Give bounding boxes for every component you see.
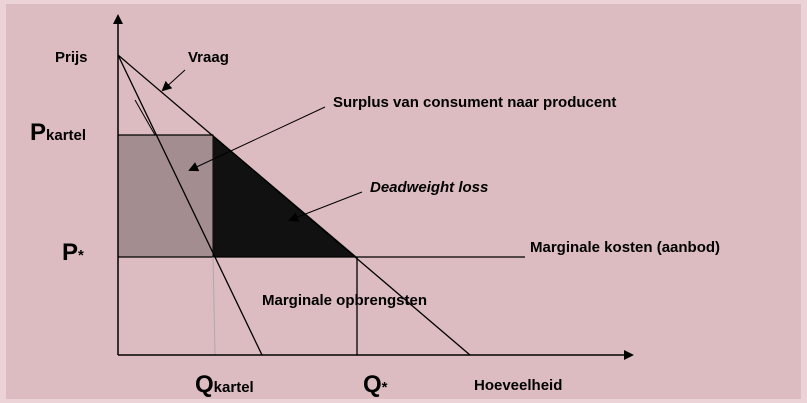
p-kartel-label: Pkartel [30, 119, 86, 146]
surplus-arrow [188, 106, 326, 172]
q-star-label: Q* [363, 371, 388, 398]
symbol: Q [363, 371, 382, 398]
p-star-label: P* [62, 239, 84, 266]
pointer [134, 99, 156, 136]
q-kartel-line [212, 256, 216, 356]
subscript: * [78, 247, 84, 264]
demand-arrow [161, 69, 186, 92]
marginal-cost-label: Marginale kosten (aanbod) [530, 239, 720, 256]
subscript: kartel [46, 127, 86, 144]
deadweight-area [213, 135, 357, 257]
demand-label: Vraag [188, 49, 229, 66]
y-axis-label: Prijs [55, 49, 88, 66]
symbol: Q [195, 371, 214, 398]
deadweight-label: Deadweight loss [370, 179, 488, 196]
symbol: P [62, 239, 78, 266]
marginal-revenue-label: Marginale opbrengsten [262, 292, 427, 309]
surplus-label: Surplus van consument naar producent [333, 94, 616, 111]
demand-line [117, 54, 471, 356]
subscript: kartel [214, 379, 254, 396]
x-axis-label: Hoeveelheid [474, 377, 562, 394]
marginal-revenue-line [117, 54, 263, 356]
q-kartel-label: Qkartel [195, 371, 254, 398]
subscript: * [382, 379, 388, 396]
deadweight-arrow [288, 191, 363, 222]
symbol: P [30, 119, 46, 146]
